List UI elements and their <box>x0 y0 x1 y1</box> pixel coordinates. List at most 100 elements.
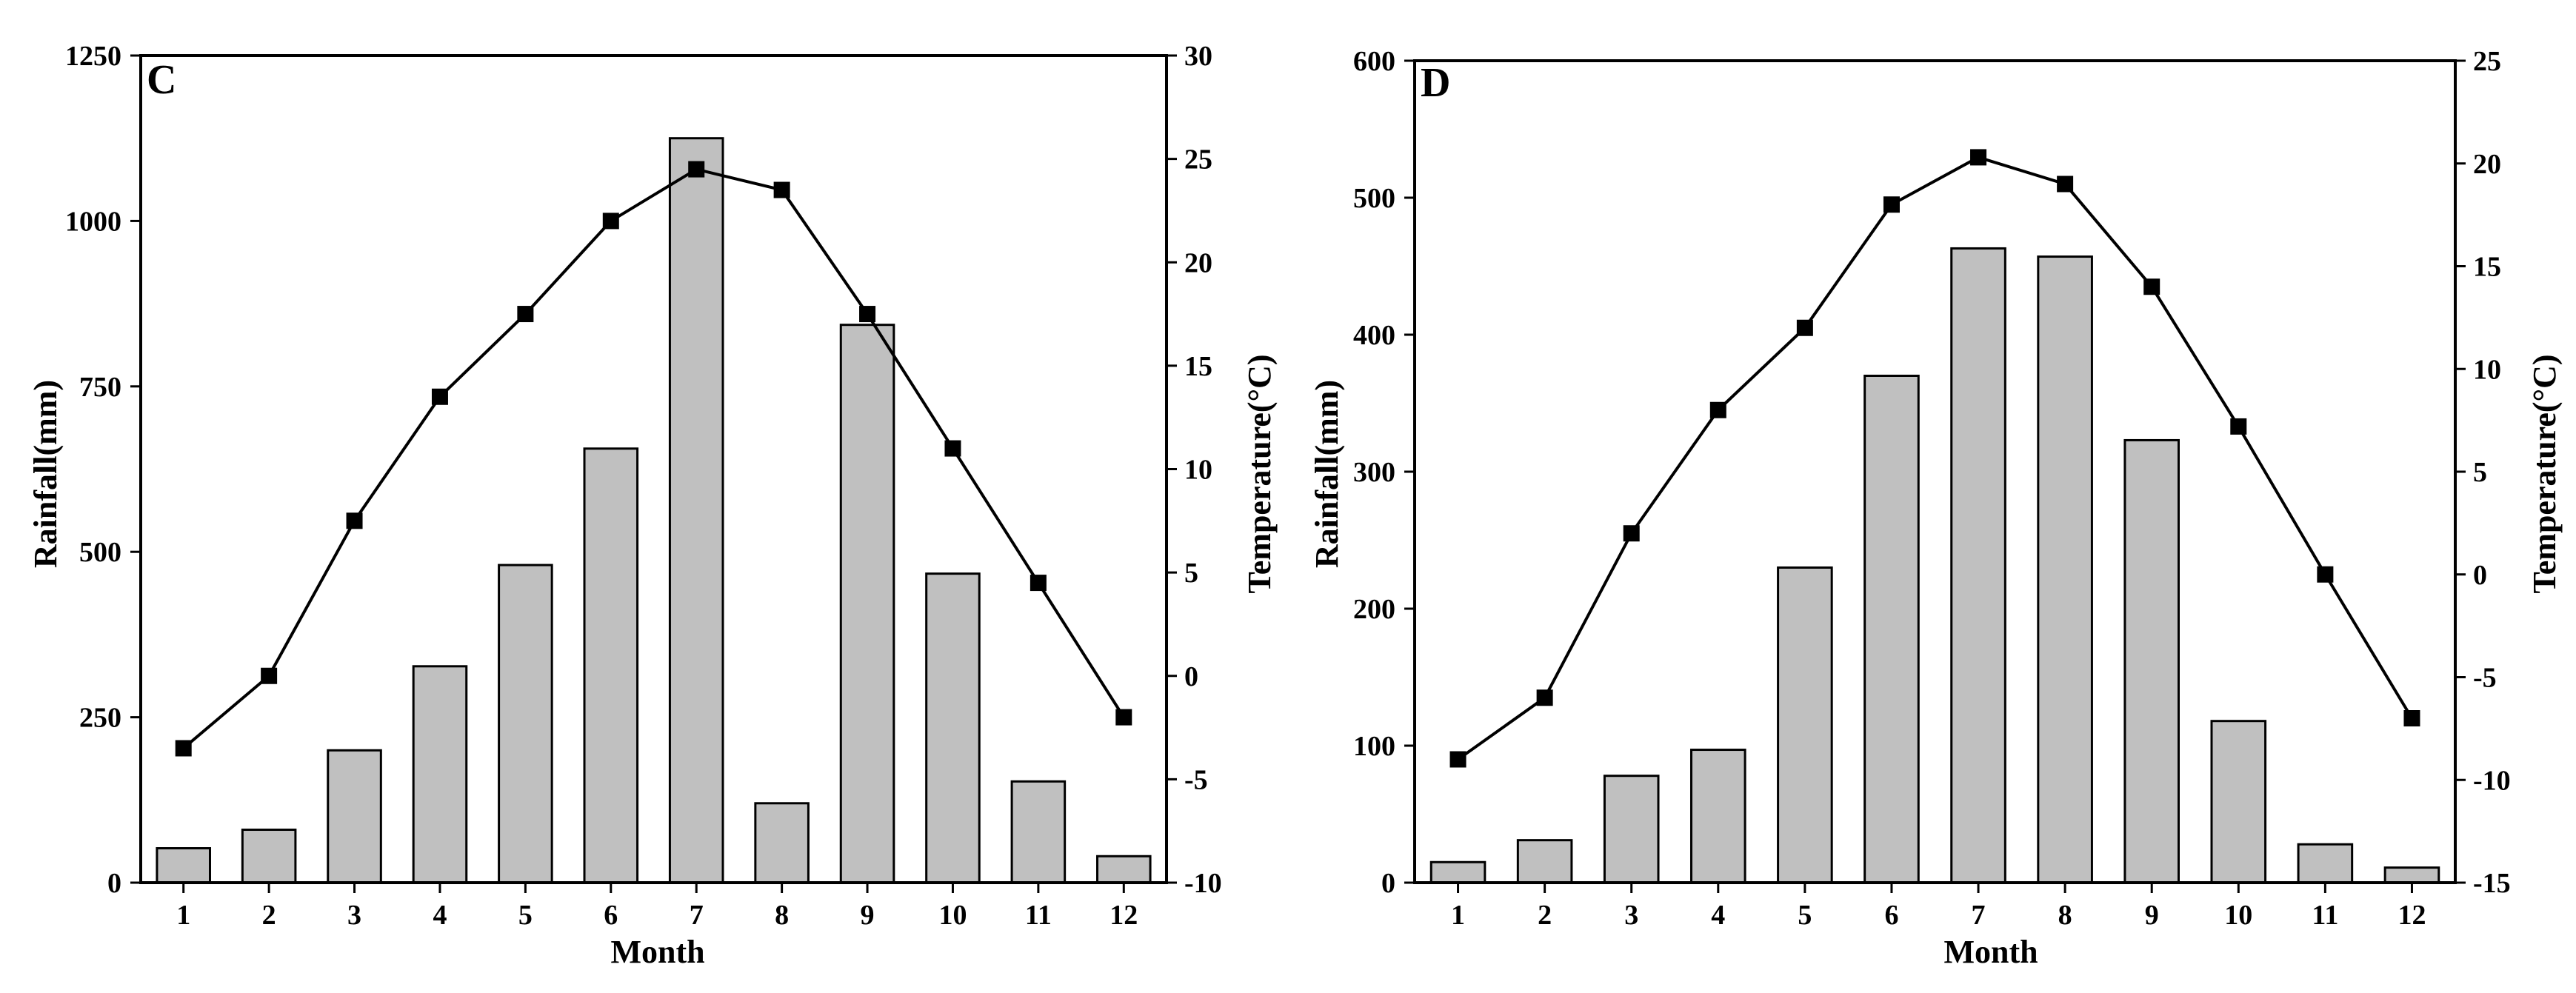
y-right-tick-label-c: -10 <box>1184 868 1222 899</box>
bar-d-month-8 <box>2037 255 2093 884</box>
bar-c-month-7 <box>668 137 724 884</box>
y-left-tick-label-c: 0 <box>107 868 121 899</box>
temperature-point-d-month-7 <box>1970 149 1987 166</box>
y-left-tick-label-d: 0 <box>1381 868 1395 899</box>
y-left-tick-label-c: 1000 <box>65 206 121 237</box>
bar-d-month-2 <box>1516 839 1573 884</box>
temperature-point-d-month-8 <box>2057 175 2074 193</box>
x-tick-label-d: 4 <box>1711 900 1725 931</box>
y-right-tick-label-c: 0 <box>1184 661 1198 692</box>
y-right-tick-label-c: 15 <box>1184 351 1212 382</box>
temperature-point-c-month-2 <box>261 667 278 684</box>
bar-d-month-10 <box>2210 720 2267 884</box>
x-tick-label-c: 11 <box>1025 900 1052 931</box>
x-tick-label-c: 1 <box>176 900 190 931</box>
y-right-tick-label-d: 5 <box>2473 457 2487 488</box>
x-tick-label-c: 8 <box>775 900 789 931</box>
x-tick-label-c: 3 <box>347 900 361 931</box>
y-right-tick-label-c: 25 <box>1184 144 1212 175</box>
y-left-tick-label-c: 1250 <box>65 41 121 72</box>
bar-d-month-3 <box>1603 775 1660 884</box>
y-axis-right-title-d: Temperature(°C) <box>2526 354 2563 593</box>
bar-d-month-1 <box>1429 860 1486 884</box>
x-tick-label-d: 2 <box>1538 900 1552 931</box>
temperature-point-c-month-12 <box>1115 709 1132 726</box>
y-left-tick-label-d: 400 <box>1353 320 1395 351</box>
y-left-tick-label-d: 100 <box>1353 731 1395 762</box>
temperature-point-c-month-4 <box>431 388 448 405</box>
y-right-tick-label-d: 25 <box>2473 46 2501 77</box>
y-left-tick-label-d: 500 <box>1353 183 1395 214</box>
temperature-point-d-month-1 <box>1449 751 1466 768</box>
temperature-point-d-month-4 <box>1709 401 1726 418</box>
bar-d-month-5 <box>1777 566 1833 884</box>
bar-c-month-8 <box>754 802 810 884</box>
x-tick-label-c: 2 <box>262 900 276 931</box>
bar-c-month-9 <box>839 324 895 884</box>
x-tick-label-d: 8 <box>2058 900 2072 931</box>
x-tick-label-c: 5 <box>518 900 533 931</box>
temperature-point-c-month-6 <box>602 213 619 230</box>
temperature-point-c-month-1 <box>175 740 192 757</box>
temperature-point-d-month-11 <box>2317 566 2334 583</box>
temperature-point-d-month-10 <box>2230 418 2247 435</box>
bar-c-month-5 <box>498 564 553 884</box>
temperature-point-d-month-12 <box>2403 710 2420 726</box>
temperature-point-d-month-2 <box>1536 689 1553 706</box>
y-left-tick-label-d: 300 <box>1353 457 1395 488</box>
x-axis-title-c: Month <box>610 934 704 970</box>
chart-panel-c: C Month Rainfall(mm) Temperature(°C) 025… <box>27 41 1278 970</box>
x-tick-label-d: 6 <box>1884 900 1898 931</box>
y-right-tick-label-c: 30 <box>1184 41 1212 72</box>
x-tick-label-d: 12 <box>2398 900 2426 931</box>
bar-c-month-12 <box>1096 855 1152 884</box>
x-tick-label-c: 7 <box>690 900 704 931</box>
x-tick-label-d: 1 <box>1451 900 1465 931</box>
x-tick-label-c: 12 <box>1110 900 1138 931</box>
bar-c-month-1 <box>156 847 211 884</box>
y-left-tick-label-c: 750 <box>79 372 121 403</box>
x-tick-label-c: 9 <box>861 900 875 931</box>
x-tick-label-d: 5 <box>1798 900 1812 931</box>
temperature-point-c-month-10 <box>944 440 961 457</box>
x-tick-label-d: 10 <box>2224 900 2252 931</box>
panel-label-d: D <box>1421 60 1450 106</box>
temperature-line-d <box>1457 156 2414 761</box>
x-tick-label-d: 7 <box>1972 900 1986 931</box>
y-right-tick-label-c: 5 <box>1184 558 1198 589</box>
y-left-tick-label-d: 600 <box>1353 46 1395 77</box>
temperature-line-c <box>182 167 1125 750</box>
x-tick-label-d: 9 <box>2145 900 2159 931</box>
y-right-tick-label-d: 20 <box>2473 149 2501 180</box>
y-axis-left-title-d: Rainfall(mm) <box>1309 380 1345 568</box>
y-left-tick-label-c: 250 <box>79 703 121 734</box>
bar-c-month-6 <box>583 447 639 884</box>
y-right-tick-label-d: -10 <box>2473 765 2511 796</box>
temperature-point-c-month-5 <box>517 306 534 323</box>
bar-c-month-11 <box>1010 780 1067 884</box>
bar-d-month-11 <box>2297 843 2354 884</box>
bar-c-month-2 <box>241 829 297 884</box>
temperature-point-d-month-3 <box>1623 525 1640 542</box>
y-left-tick-label-c: 500 <box>79 537 121 568</box>
bar-d-month-6 <box>1863 375 1920 884</box>
y-right-tick-label-c: 10 <box>1184 455 1212 486</box>
x-tick-label-c: 10 <box>938 900 967 931</box>
bar-c-month-3 <box>327 749 382 884</box>
bar-d-month-7 <box>1950 247 2006 884</box>
y-right-tick-label-d: 10 <box>2473 354 2501 385</box>
y-axis-right-title-c: Temperature(°C) <box>1241 354 1278 593</box>
chart-panel-d: D Month Rainfall(mm) Temperature(°C) 0 10… <box>1309 46 2563 970</box>
temperature-point-c-month-3 <box>346 512 363 529</box>
x-tick-label-d: 3 <box>1624 900 1638 931</box>
x-axis-title-d: Month <box>1943 934 2038 970</box>
temperature-point-c-month-8 <box>773 181 790 198</box>
y-right-tick-label-c: 20 <box>1184 247 1212 278</box>
y-right-tick-label-d: -5 <box>2473 663 2497 694</box>
x-tick-label-c: 6 <box>604 900 618 931</box>
x-tick-label-c: 4 <box>433 900 447 931</box>
